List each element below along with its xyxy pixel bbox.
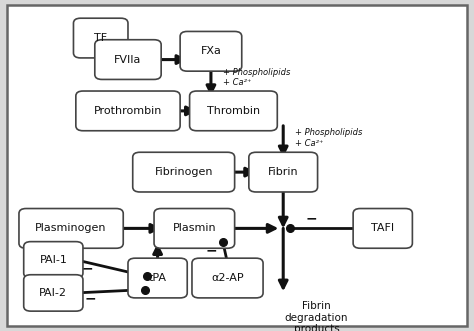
FancyBboxPatch shape: [24, 242, 83, 278]
Text: −: −: [84, 291, 96, 305]
Text: + Phospholipids
+ Ca²⁺: + Phospholipids + Ca²⁺: [295, 128, 363, 148]
Text: Fibrinogen: Fibrinogen: [155, 167, 213, 177]
Text: FXa: FXa: [201, 46, 221, 56]
FancyBboxPatch shape: [76, 91, 180, 131]
Text: Fibrin: Fibrin: [268, 167, 299, 177]
Text: FVIIa: FVIIa: [114, 55, 142, 65]
Text: TF: TF: [94, 33, 107, 43]
Text: Fibrin
degradation
products: Fibrin degradation products: [285, 301, 348, 331]
FancyBboxPatch shape: [19, 209, 123, 248]
Text: TAFI: TAFI: [371, 223, 394, 233]
Text: tPA: tPA: [149, 273, 166, 283]
Text: −: −: [205, 243, 217, 257]
Text: Thrombin: Thrombin: [207, 106, 260, 116]
Text: α2-AP: α2-AP: [211, 273, 244, 283]
FancyBboxPatch shape: [154, 209, 235, 248]
Text: Plasmin: Plasmin: [173, 223, 216, 233]
FancyBboxPatch shape: [7, 5, 467, 326]
Text: −: −: [306, 212, 318, 225]
FancyBboxPatch shape: [24, 275, 83, 311]
Text: + Phospholipids
+ Ca²⁺: + Phospholipids + Ca²⁺: [223, 68, 290, 87]
Text: Prothrombin: Prothrombin: [94, 106, 162, 116]
FancyBboxPatch shape: [95, 40, 161, 79]
FancyBboxPatch shape: [353, 209, 412, 248]
FancyBboxPatch shape: [190, 91, 277, 131]
Text: PAI-1: PAI-1: [39, 255, 67, 265]
Text: −: −: [82, 261, 93, 275]
FancyBboxPatch shape: [249, 152, 318, 192]
FancyBboxPatch shape: [192, 258, 263, 298]
FancyBboxPatch shape: [180, 31, 242, 71]
FancyBboxPatch shape: [73, 18, 128, 58]
Text: PAI-2: PAI-2: [39, 288, 67, 298]
FancyBboxPatch shape: [128, 258, 187, 298]
Text: Plasminogen: Plasminogen: [36, 223, 107, 233]
FancyBboxPatch shape: [133, 152, 235, 192]
